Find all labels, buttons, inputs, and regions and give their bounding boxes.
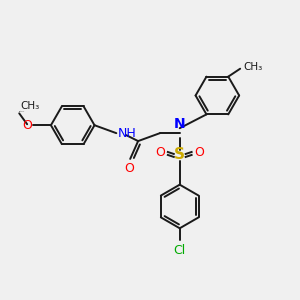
Text: methoxy: methoxy bbox=[19, 111, 26, 112]
Text: O: O bbox=[124, 162, 134, 175]
Text: O: O bbox=[195, 146, 205, 160]
Text: CH₃: CH₃ bbox=[243, 62, 262, 72]
Text: NH: NH bbox=[117, 127, 136, 140]
Text: O: O bbox=[155, 146, 165, 160]
Text: O: O bbox=[22, 119, 32, 132]
Text: CH₃: CH₃ bbox=[20, 101, 40, 111]
Text: S: S bbox=[174, 148, 185, 163]
Text: Cl: Cl bbox=[174, 244, 186, 257]
Text: N: N bbox=[174, 117, 185, 131]
